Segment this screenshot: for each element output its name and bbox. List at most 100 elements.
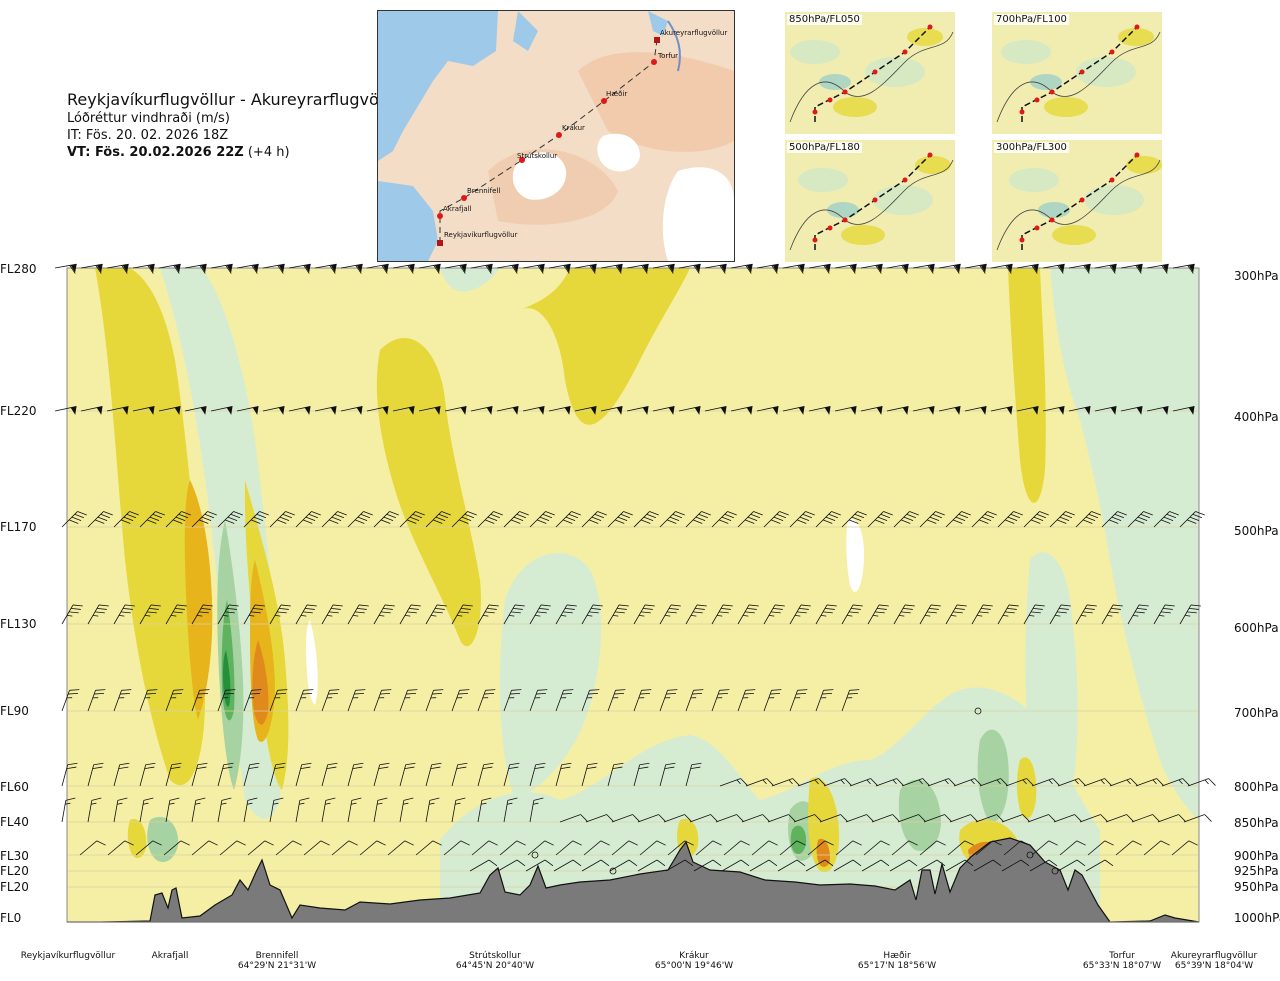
wind-barb [113, 511, 139, 528]
wind-barb [833, 859, 862, 872]
wind-barb [938, 406, 961, 415]
wind-barb [678, 406, 701, 415]
wind-barb [347, 604, 369, 625]
map-label: Akrafjall [443, 205, 472, 213]
route-marker [812, 237, 818, 243]
wind-barb [210, 406, 233, 415]
wind-barb [886, 263, 909, 274]
wind-barb [61, 604, 83, 625]
inset-field-blob [1044, 97, 1088, 117]
wind-barb [113, 689, 132, 712]
wind-barb [797, 778, 826, 787]
wind-barb [923, 814, 952, 823]
wind-barb [418, 406, 441, 415]
wind-barb [243, 689, 262, 712]
wind-barb [1075, 511, 1101, 528]
wind-barb [347, 797, 362, 823]
map-marker [651, 59, 657, 65]
wind-barb [607, 689, 626, 712]
wind-barb [834, 406, 857, 415]
wind-barb [1101, 604, 1123, 625]
wind-barb [522, 406, 545, 415]
pressure-level-label: 800hPa [1234, 780, 1279, 794]
wind-barb [652, 263, 675, 274]
wind-barb [875, 778, 904, 787]
wind-barb [529, 604, 551, 625]
wind-barb [269, 511, 295, 528]
wind-barb [61, 689, 80, 712]
flight-level-label: FL60 [0, 780, 29, 794]
wind-barb [471, 840, 498, 856]
route-marker [1109, 49, 1115, 55]
wind-barb [912, 406, 935, 415]
route-map: Akureyrarflugvöllur Torfur Hæðir Krákur … [377, 10, 735, 262]
wind-barb [295, 762, 312, 787]
wind-barb [451, 762, 468, 787]
wind-barb [1179, 604, 1201, 625]
inset-field-blob [915, 156, 951, 174]
wind-barb [1105, 814, 1134, 823]
wind-barb [964, 263, 987, 274]
wind-barb [600, 406, 623, 415]
wind-barb [262, 406, 285, 415]
location-name: Akrafjall [151, 951, 189, 961]
wind-barb [444, 263, 467, 274]
wind-barb [807, 840, 834, 856]
wind-barb [633, 762, 650, 787]
location-name: Brennifell [255, 951, 299, 961]
route-marker [1109, 177, 1115, 183]
wind-barb [971, 604, 993, 625]
map-marker [437, 213, 443, 219]
route-marker [1079, 69, 1085, 75]
wind-barb [219, 840, 246, 856]
wind-barb [269, 762, 286, 787]
wind-barb [139, 689, 158, 712]
wind-barb [399, 689, 418, 712]
wind-barb [893, 604, 915, 625]
contour-region [252, 640, 269, 725]
contour-region [1025, 552, 1078, 822]
wind-barb [659, 511, 685, 528]
contour-region [147, 816, 179, 863]
variable-title: Lóðréttur vindhraði (m/s) [67, 111, 230, 126]
wind-barb [1101, 511, 1127, 528]
wind-barb [499, 840, 526, 856]
wind-barb [1001, 814, 1030, 823]
wind-barb [275, 840, 302, 856]
wind-barb [288, 406, 311, 415]
wind-barb [1153, 511, 1179, 528]
map-label: Brennifell [467, 187, 500, 195]
inset-map-svg [992, 12, 1162, 134]
wind-barb [373, 511, 399, 528]
wind-barb [659, 762, 676, 787]
route-marker [1034, 97, 1040, 103]
wind-barb [633, 604, 655, 625]
wind-barb [715, 814, 744, 823]
wind-barb [721, 859, 750, 872]
wind-barb [80, 263, 103, 274]
wind-barb [373, 762, 390, 787]
inset-field-blob [1009, 168, 1059, 192]
wind-barb [87, 604, 109, 625]
wind-barb [611, 840, 638, 856]
vertical-wind-field [67, 268, 1199, 922]
wind-barb [581, 604, 603, 625]
location-name: Torfur [1109, 951, 1135, 961]
location-label: Torfur 65°33'N 18°07'W [1062, 951, 1182, 971]
wind-barb [863, 840, 890, 856]
contour-region [1008, 268, 1046, 503]
wind-barb [678, 263, 701, 274]
wind-barb [997, 604, 1019, 625]
location-coord: 65°17'N 18°56'W [857, 961, 937, 971]
wind-barb [1120, 263, 1143, 274]
wind-barb [425, 511, 451, 528]
location-name: Reykjavíkurflugvöllur [20, 951, 116, 961]
wind-barb [210, 263, 233, 274]
wind-barb [373, 689, 392, 712]
wind-barb [1172, 406, 1195, 415]
map-label: Reykjavíkurflugvöllur [444, 231, 518, 239]
inset-850hpa: 850hPa/FL050 [785, 12, 955, 134]
valid-offset: (+4 h) [247, 145, 290, 160]
calm-marker [531, 851, 539, 859]
wind-barb [497, 859, 526, 872]
